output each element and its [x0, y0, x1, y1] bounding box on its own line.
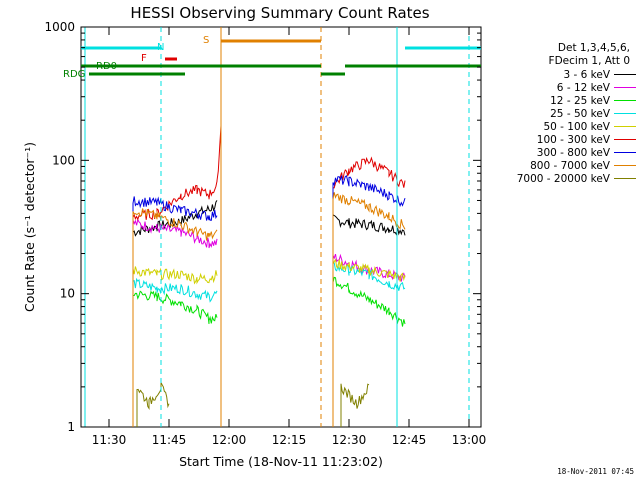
x-tick-label: 12:30: [332, 433, 367, 447]
legend-entry-label: 25 - 50 keV: [550, 107, 610, 120]
series-trace: [340, 383, 370, 427]
legend: Det 1,3,4,5,6, FDecim 1, Att 0 3 - 6 keV…: [492, 42, 638, 185]
x-tick-label: 11:30: [92, 433, 127, 447]
series-300-800-kev: [132, 175, 406, 427]
y-tick-label: 10: [60, 287, 75, 301]
y-axis-label: Count Rate (s⁻¹ detector⁻¹): [22, 142, 37, 312]
series-100-300-kev: [132, 125, 406, 427]
series-trace: [136, 382, 170, 427]
series-trace: [332, 276, 406, 427]
legend-entry-label: 300 - 800 keV: [536, 146, 610, 159]
axes: 1 10 100 1000 11:30 11:45 12:00 12:15 12:30 12:45…: [44, 20, 486, 447]
legend-swatch: [614, 152, 636, 153]
legend-entry: 12 - 25 keV: [492, 94, 638, 107]
marker-label-rd0: RD0: [96, 61, 117, 72]
series-trace: [332, 253, 406, 427]
series-800-7000-kev: [132, 192, 406, 427]
legend-entry: 3 - 6 keV: [492, 68, 638, 81]
series-trace: [132, 208, 218, 427]
x-tick-label: 11:45: [152, 433, 187, 447]
legend-entry: 800 - 7000 keV: [492, 159, 638, 172]
x-tick-label: 12:00: [212, 433, 247, 447]
series-trace: [332, 175, 406, 427]
legend-entry-label: 3 - 6 keV: [563, 68, 610, 81]
chart-title: HESSI Observing Summary Count Rates: [130, 4, 429, 22]
series-7000-20000-kev: [136, 382, 370, 427]
x-tick-label: 13:00: [452, 433, 487, 447]
series-3-6-kev: [132, 200, 406, 427]
x-axis-label: Start Time (18-Nov-11 11:23:02): [179, 454, 383, 469]
series-layer: [132, 125, 406, 427]
legend-swatch: [614, 87, 636, 88]
series-trace: [132, 290, 218, 427]
legend-swatch: [614, 113, 636, 114]
y-tick-label: 1000: [44, 20, 75, 34]
legend-entry-label: 100 - 300 keV: [536, 133, 610, 146]
marker-label-n: N: [157, 42, 164, 53]
legend-swatch: [614, 126, 636, 127]
legend-entry: 25 - 50 keV: [492, 107, 638, 120]
legend-entry-label: 800 - 7000 keV: [530, 159, 610, 172]
series-trace: [132, 125, 222, 427]
legend-swatch: [614, 74, 636, 75]
legend-header-line-1: Det 1,3,4,5,6,: [557, 42, 630, 54]
marker-label-s: S: [203, 35, 209, 46]
legend-entry: 50 - 100 keV: [492, 120, 638, 133]
legend-header-line-2: FDecim 1, Att 0: [548, 55, 630, 67]
series-trace: [132, 218, 218, 427]
series-50-100-kev: [132, 258, 406, 427]
legend-entry: 100 - 300 keV: [492, 133, 638, 146]
series-trace: [332, 192, 406, 427]
series-trace: [132, 200, 218, 427]
marker-label-f: F: [141, 53, 147, 64]
legend-entry-label: 7000 - 20000 keV: [516, 172, 610, 185]
legend-rows: 3 - 6 keV 6 - 12 keV 12 - 25 keV 25 - 50 ke…: [492, 68, 638, 185]
legend-swatch: [614, 100, 636, 101]
legend-entry-label: 12 - 25 keV: [550, 94, 610, 107]
state-markers: NF S RD0 RDG: [63, 27, 481, 427]
x-tick-label: 12:15: [272, 433, 307, 447]
legend-entry: 300 - 800 keV: [492, 146, 638, 159]
series-12-25-kev: [132, 276, 406, 427]
series-trace: [332, 260, 406, 427]
y-tick-label: 100: [52, 153, 75, 167]
legend-entry: 7000 - 20000 keV: [492, 172, 638, 185]
legend-entry: 6 - 12 keV: [492, 81, 638, 94]
series-trace: [132, 266, 218, 427]
plot-frame: [80, 26, 482, 428]
series-25-50-kev: [132, 260, 406, 427]
marker-label-rdg: RDG: [63, 69, 85, 80]
series-trace: [332, 258, 406, 427]
legend-swatch: [614, 139, 636, 140]
footer-timestamp: 18-Nov-2011 07:45: [557, 467, 634, 476]
series-trace: [332, 156, 406, 427]
series-trace: [332, 213, 406, 427]
x-tick-label: 12:45: [392, 433, 427, 447]
legend-entry-label: 6 - 12 keV: [556, 81, 610, 94]
legend-swatch: [614, 178, 636, 179]
legend-entry-label: 50 - 100 keV: [543, 120, 610, 133]
series-trace: [132, 196, 218, 427]
y-tick-label: 1: [67, 420, 75, 434]
legend-swatch: [614, 165, 636, 166]
series-trace: [132, 277, 218, 427]
